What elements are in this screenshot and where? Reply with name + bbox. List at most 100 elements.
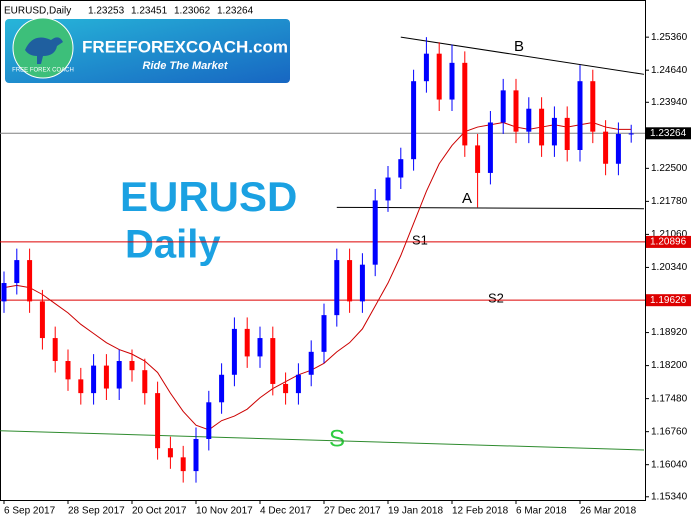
candle-body [436, 53, 442, 100]
candle-body [65, 361, 71, 380]
candle-body [193, 438, 199, 472]
annotation: S [329, 425, 345, 452]
y-tick-label: 1.18920 [651, 327, 688, 338]
candle-body [27, 260, 33, 302]
candle-body [91, 365, 97, 394]
y-tick-label: 1.24640 [651, 65, 688, 76]
candle-body [462, 62, 468, 146]
y-tick-label: 1.21780 [651, 196, 688, 207]
candle-body [231, 328, 237, 375]
y-tick-label: 1.15340 [651, 491, 688, 502]
candle-body [180, 457, 186, 472]
candle-body [257, 338, 263, 357]
candle-body [526, 108, 532, 132]
x-tick-label: 19 Jan 2018 [388, 506, 443, 517]
plot-frame [0, 0, 646, 501]
candle-body [513, 90, 519, 132]
trendline [400, 36, 645, 75]
annotation: A [462, 190, 472, 207]
y-tick-label: 1.16760 [651, 426, 688, 437]
price-label-box [646, 294, 691, 307]
candle-body [308, 351, 314, 375]
price-label: 1.23264 [650, 128, 687, 139]
candle-body [423, 53, 429, 82]
candle-body [283, 383, 289, 394]
y-tick-label: 1.21060 [651, 229, 688, 240]
x-tick-label: 27 Dec 2017 [324, 506, 381, 517]
big-period: Daily [125, 223, 221, 267]
x-tick-label: 4 Dec 2017 [260, 506, 312, 517]
candle-body [295, 374, 301, 394]
annotation: S1 [412, 232, 428, 247]
x-tick-label: 28 Sep 2017 [68, 506, 125, 517]
candle-body [475, 145, 481, 173]
candle-body [142, 370, 148, 394]
candle-body [347, 260, 353, 302]
logo-bull [25, 37, 63, 64]
x-tick-label: 6 Mar 2018 [516, 506, 567, 517]
candle-body [14, 260, 20, 284]
candle-body [590, 81, 596, 132]
annotation: B [514, 38, 524, 55]
x-tick-label: 20 Oct 2017 [132, 506, 187, 517]
logo-tagline: Ride The Market [143, 60, 229, 72]
candle-body [385, 177, 391, 201]
y-tick-label: 1.18200 [651, 360, 688, 371]
x-tick-label: 10 Nov 2017 [196, 506, 253, 517]
header-value: 1.23264 [217, 6, 254, 17]
candle-body [219, 374, 225, 403]
price-label: 1.19626 [650, 295, 687, 306]
price-label-box [646, 127, 691, 140]
header-value: 1.23062 [174, 6, 211, 17]
x-tick-label: 6 Sep 2017 [4, 506, 56, 517]
y-tick-label: 1.20340 [651, 262, 688, 273]
candle-body [487, 122, 493, 173]
candle-body [321, 315, 327, 352]
candle-body [500, 90, 506, 123]
candle-body [551, 117, 557, 146]
candle-body [577, 81, 583, 150]
candle-body [116, 361, 122, 389]
candle-body [334, 260, 340, 316]
logo-box [5, 19, 290, 83]
y-tick-label: 1.16040 [651, 459, 688, 470]
candle-body [628, 133, 634, 135]
candle-body [539, 108, 545, 146]
y-tick-label: 1.22500 [651, 163, 688, 174]
candle-body [398, 159, 404, 178]
candle-body [372, 200, 378, 265]
candle-body [411, 81, 417, 160]
candle-body [39, 301, 45, 339]
candle-body [603, 131, 609, 164]
candle-body [270, 338, 276, 384]
y-tick-label: 1.23940 [651, 97, 688, 108]
x-tick-label: 12 Feb 2018 [452, 506, 509, 517]
candle-body [103, 365, 109, 389]
logo-title: FREEFOREXCOACH.com [82, 37, 288, 56]
candle-body [155, 393, 161, 449]
trendline [0, 430, 645, 451]
price-label-box [646, 235, 691, 248]
y-tick-label: 1.17480 [651, 393, 688, 404]
candle-body [206, 402, 212, 439]
header-value: 1.23253 [88, 6, 125, 17]
logo: FREE FOREX COACH FREEFOREXCOACH.com Ride… [5, 17, 290, 83]
symbol-label: EURUSD,Daily [4, 6, 71, 17]
price-label: 1.20896 [650, 237, 687, 248]
candle-body [52, 338, 58, 362]
y-tick-label: 1.25360 [651, 32, 688, 43]
candle-body [564, 117, 570, 150]
header-value: 1.23451 [131, 6, 168, 17]
big-symbol: EURUSD [120, 173, 297, 220]
candle-body [359, 264, 365, 302]
candle-body [78, 379, 84, 394]
candle-body [129, 361, 135, 371]
candle-body [167, 448, 173, 458]
logo-badge-text: FREE FOREX COACH [12, 68, 74, 74]
candle-body [615, 133, 621, 164]
candle-body [1, 283, 7, 302]
candle-body [449, 62, 455, 100]
candle-body [244, 328, 250, 357]
